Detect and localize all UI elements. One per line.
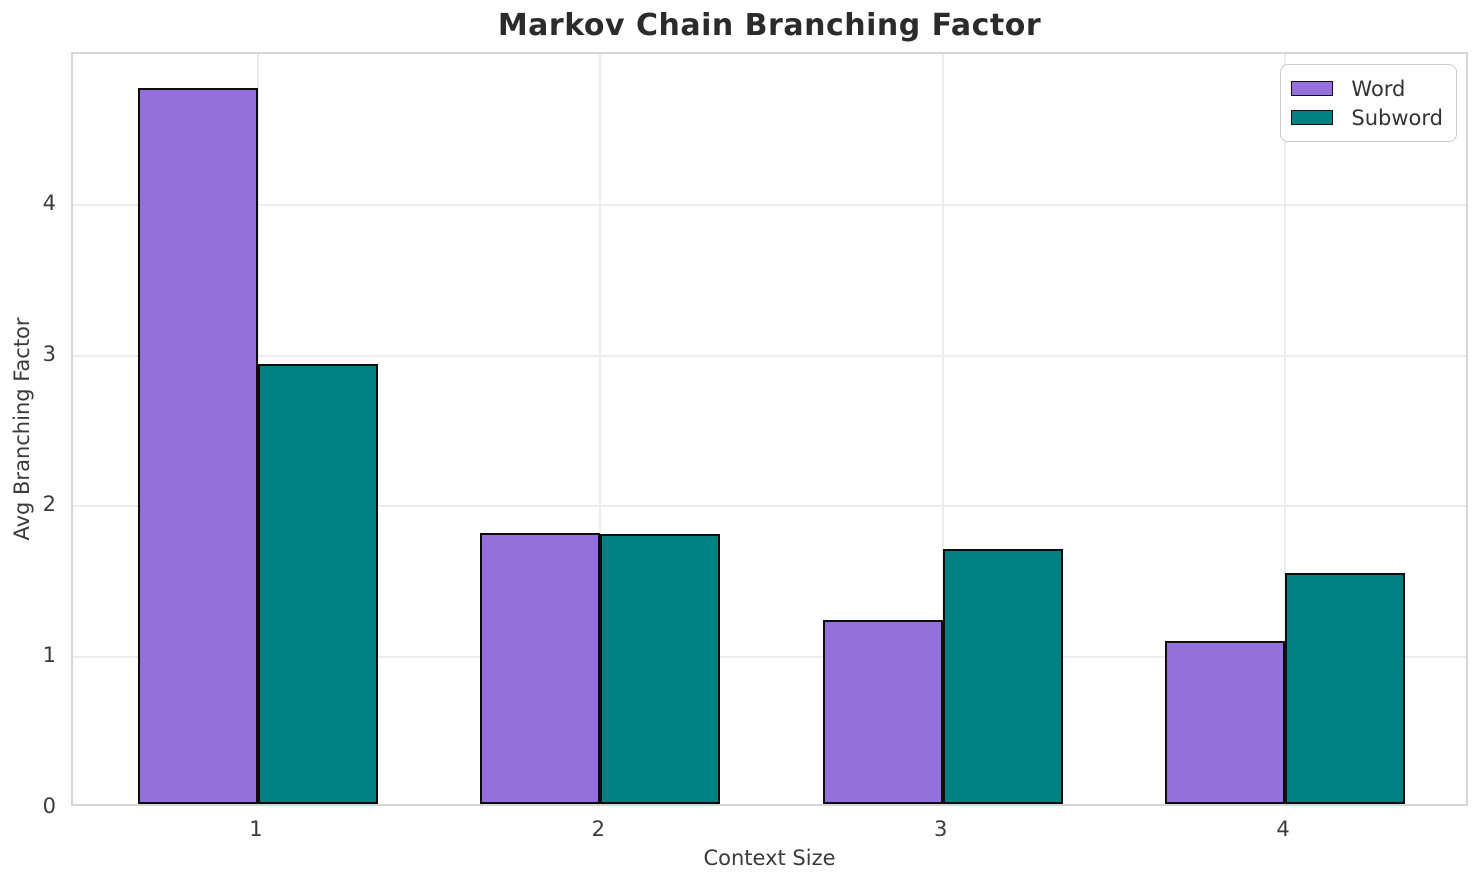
legend-swatch-subword xyxy=(1291,110,1334,125)
legend-item-word: Word xyxy=(1291,74,1443,103)
legend-label-word: Word xyxy=(1351,76,1406,101)
legend-swatch-word xyxy=(1291,81,1334,96)
bar-subword-3 xyxy=(942,549,1063,804)
y-axis-label: Avg Branching Factor xyxy=(10,317,34,541)
x-tick-label-3: 3 xyxy=(934,817,948,841)
plot-area: Word Subword xyxy=(71,52,1468,806)
bar-subword-1 xyxy=(257,363,378,804)
y-tick-label-1: 1 xyxy=(42,643,56,668)
bar-word-1 xyxy=(138,87,258,804)
y-tick-label-4: 4 xyxy=(42,190,56,215)
bar-word-3 xyxy=(822,620,943,804)
x-tick-label-1: 1 xyxy=(249,817,263,841)
legend: Word Subword xyxy=(1280,64,1457,142)
y-tick-label-3: 3 xyxy=(42,341,56,366)
x-tick-label-2: 2 xyxy=(591,817,605,841)
gridline-x-3 xyxy=(941,54,944,804)
legend-label-subword: Subword xyxy=(1351,105,1443,130)
gridline-y-1 xyxy=(73,656,1466,659)
gridline-y-3 xyxy=(73,354,1466,357)
bar-subword-2 xyxy=(600,534,721,804)
gridline-x-4 xyxy=(1284,54,1287,804)
y-tick-label-2: 2 xyxy=(42,492,56,517)
gridline-y-2 xyxy=(73,505,1466,508)
x-tick-label-4: 4 xyxy=(1276,817,1290,841)
bar-subword-4 xyxy=(1285,573,1405,804)
gridline-y-4 xyxy=(73,203,1466,206)
chart-title: Markov Chain Branching Factor xyxy=(497,8,1042,43)
x-axis-label: Context Size xyxy=(703,846,836,870)
legend-item-subword: Subword xyxy=(1291,103,1443,132)
bar-word-2 xyxy=(480,532,601,804)
gridline-x-2 xyxy=(599,54,602,804)
y-tick-label-0: 0 xyxy=(42,794,56,818)
bar-word-4 xyxy=(1165,641,1286,804)
